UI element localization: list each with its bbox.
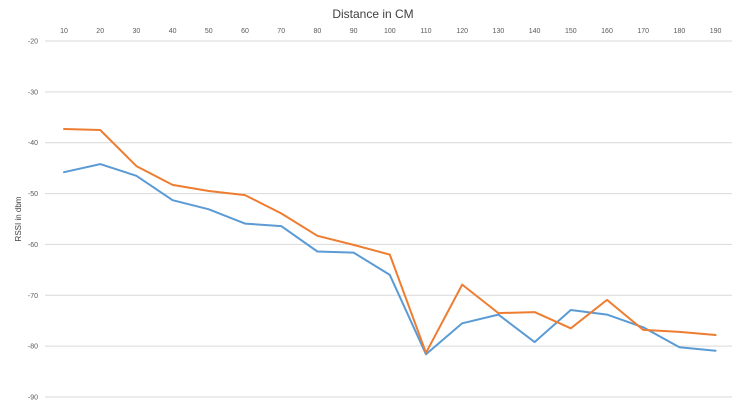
- x-tick-label: 40: [169, 28, 177, 35]
- x-tick-label: 130: [493, 28, 505, 35]
- x-tick-label: 140: [529, 28, 541, 35]
- x-tick-label: 80: [314, 28, 322, 35]
- y-tick-label: -40: [28, 140, 38, 147]
- x-tick-label: 70: [277, 28, 285, 35]
- y-tick-label: -30: [28, 89, 38, 96]
- y-tick-label: -90: [28, 395, 38, 402]
- x-tick-label: 170: [637, 28, 649, 35]
- y-tick-label: -20: [28, 39, 38, 46]
- chart-title: Distance in CM: [332, 7, 413, 21]
- x-tick-label: 110: [420, 28, 431, 35]
- series-lines: [63, 128, 717, 356]
- x-tick-label: 120: [456, 28, 468, 35]
- gridlines: [45, 40, 732, 398]
- series-line-1: [63, 163, 717, 356]
- x-tick-label: 100: [384, 28, 396, 35]
- series-line-2: [63, 128, 717, 354]
- x-tick-label: 150: [565, 28, 577, 35]
- x-tick-label: 90: [350, 28, 358, 35]
- x-tick-label: 10: [60, 28, 68, 35]
- x-tick-labels: 10 20 30 40 50 60 70 80 90 100 110 120 130 140 150 160 1…: [60, 28, 721, 35]
- x-tick-label: 160: [601, 28, 613, 35]
- x-tick-label: 30: [133, 28, 141, 35]
- y-tick-label: -70: [28, 293, 38, 300]
- y-tick-labels: -20 -30 -40 -50 -60 -70 -80 -90: [28, 39, 38, 402]
- x-tick-label: 50: [205, 28, 213, 35]
- y-tick-label: -50: [28, 191, 38, 198]
- y-axis-label: RSSI in dbm: [14, 196, 23, 241]
- x-tick-label: 180: [674, 28, 686, 35]
- y-tick-label: -80: [28, 344, 38, 351]
- x-tick-label: 20: [96, 28, 104, 35]
- y-tick-label: -60: [28, 242, 38, 249]
- x-tick-label: 190: [710, 28, 722, 35]
- x-tick-label: 60: [241, 28, 249, 35]
